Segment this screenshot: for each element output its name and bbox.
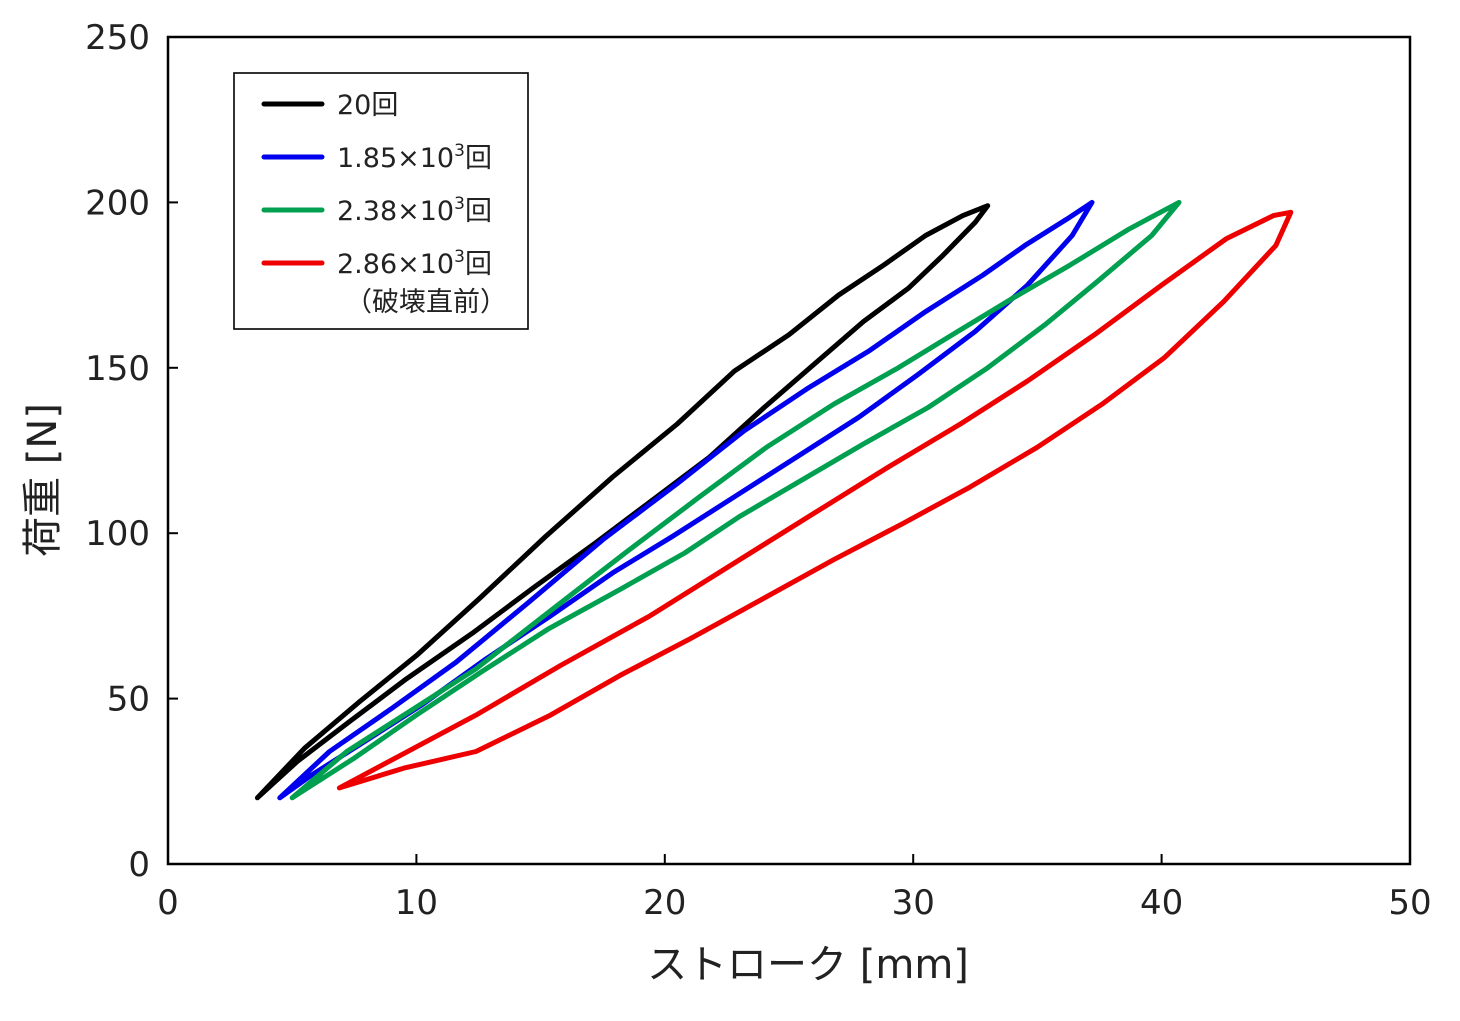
y-tick-label: 100: [85, 514, 150, 554]
legend: 20回 1.85×103回 2.38×103回 2.86×103回 （破壊直前）: [233, 72, 529, 330]
plot-area-frame: [166, 35, 1412, 866]
series-line-2: [277, 199, 1095, 801]
legend-label-4: 2.86×103回: [337, 247, 492, 280]
y-axis-title: 荷重 [N]: [20, 403, 66, 557]
legend-note-4: （破壊直前）: [345, 287, 507, 318]
legend-label-2: 1.85×103回: [337, 141, 492, 174]
y-tick-label: 200: [85, 183, 150, 223]
x-tick-label: 30: [892, 883, 935, 923]
x-tick-label: 10: [395, 883, 438, 923]
legend-box: [233, 72, 529, 330]
legend-label-1: 20回: [337, 90, 398, 121]
y-tick-label: 150: [85, 349, 150, 389]
axis-ticks: [168, 201, 1163, 864]
x-axis-title: ストローク [mm]: [647, 942, 969, 988]
x-tick-label: 0: [157, 883, 179, 923]
series-line-4: [336, 209, 1294, 791]
axis-tick-labels: 0 10 20 30 40 50 0 50 100 150 200 250: [85, 18, 1432, 923]
y-tick-label: 0: [128, 845, 150, 885]
series-line-3: [289, 199, 1182, 801]
x-tick-label: 40: [1140, 883, 1183, 923]
series-line-1: [254, 203, 991, 801]
y-tick-label: 250: [85, 18, 150, 58]
legend-label-3: 2.38×103回: [337, 194, 492, 227]
data-series: [254, 199, 1294, 801]
x-tick-label: 50: [1388, 883, 1431, 923]
x-tick-label: 20: [643, 883, 686, 923]
y-tick-label: 50: [107, 680, 150, 720]
